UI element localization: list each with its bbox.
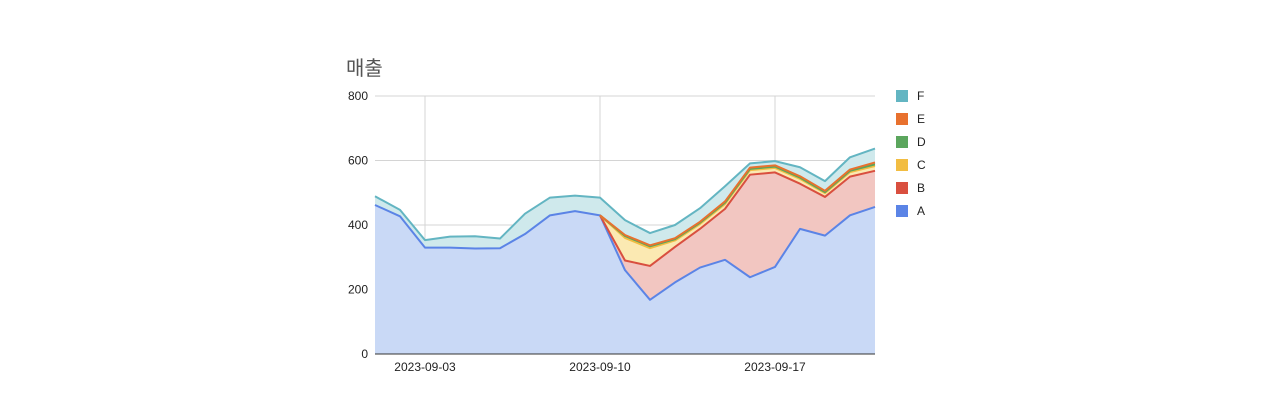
line-series-f (374, 147, 876, 242)
legend-label-b: B (917, 181, 925, 195)
y-tick-label: 600 (348, 154, 368, 168)
line-series-e (599, 161, 876, 247)
x-tick-label: 2023-09-17 (744, 360, 806, 374)
legend-label-e: E (917, 112, 925, 126)
line-series-a (374, 204, 876, 301)
area-series-a (375, 205, 875, 354)
chart-title: 매출 (346, 58, 383, 80)
legend-label-c: C (917, 158, 926, 172)
legend-swatch-c (896, 159, 908, 171)
series-lines (374, 147, 876, 301)
legend-swatch-f (896, 90, 908, 102)
y-tick-label: 400 (348, 218, 368, 232)
legend-swatch-a (896, 205, 908, 217)
area-series-c (375, 165, 875, 266)
legend-label-f: F (917, 89, 924, 103)
x-tick-label: 2023-09-03 (394, 360, 456, 374)
area-series-f (375, 148, 875, 249)
line-series-b (599, 169, 876, 267)
area-series-b (375, 170, 875, 300)
legend-swatch-d (896, 136, 908, 148)
legend-label-a: A (917, 204, 925, 218)
y-tick-label: 800 (348, 89, 368, 103)
axes: 0 200 400 600 800 2023-09-03 2023-09-10 2023-09… (348, 89, 875, 374)
legend-swatch-e (896, 113, 908, 125)
legend-label-d: D (917, 135, 926, 149)
area-fills (375, 148, 875, 354)
y-tick-label: 0 (361, 347, 368, 361)
x-tick-label: 2023-09-10 (569, 360, 631, 374)
y-tick-label: 200 (348, 283, 368, 297)
legend-swatch-b (896, 182, 908, 194)
